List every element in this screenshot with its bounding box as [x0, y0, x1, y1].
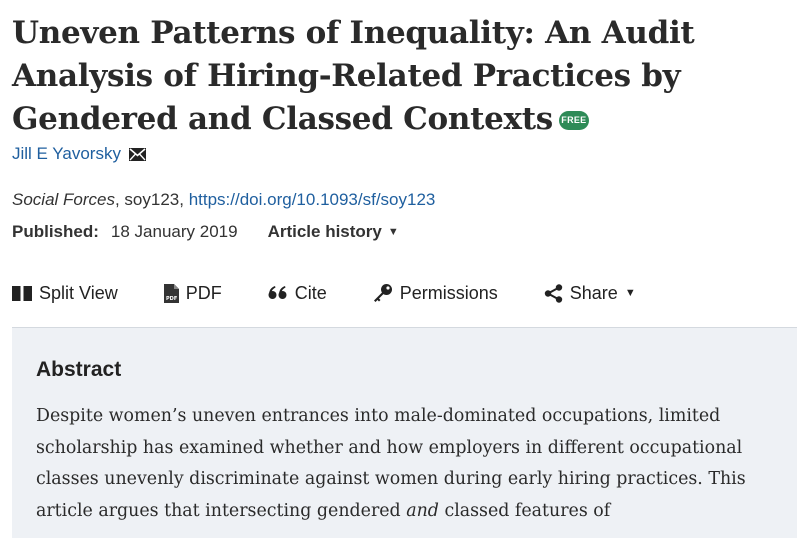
caret-down-icon: ▼: [387, 226, 399, 238]
pdf-button[interactable]: PDF PDF: [163, 282, 222, 304]
mail-icon[interactable]: [128, 147, 146, 161]
author-link[interactable]: Jill E Yavorsky: [12, 144, 121, 163]
article-toolbar: Split View PDF PDF Cite Permissions Shar…: [12, 281, 682, 305]
split-view-icon: [12, 285, 32, 301]
pdf-icon: PDF: [163, 283, 179, 303]
quote-icon: [268, 286, 288, 300]
svg-text:PDF: PDF: [166, 296, 177, 302]
article-id: , soy123,: [114, 190, 189, 209]
article-history-label: Article history: [267, 222, 382, 241]
cite-label: Cite: [294, 282, 327, 303]
abstract-text-part2: classed features of: [438, 500, 611, 521]
journal-name: Social Forces: [12, 190, 115, 209]
key-icon: [373, 283, 393, 303]
published-label: Published:: [12, 222, 99, 241]
split-view-label: Split View: [39, 282, 118, 303]
share-button[interactable]: Share ▼: [544, 283, 636, 304]
published-date: 18 January 2019: [110, 222, 238, 241]
share-icon: [544, 283, 563, 303]
caret-down-icon: ▼: [624, 287, 636, 299]
author-line: Jill E Yavorsky: [12, 144, 146, 164]
article-title: Uneven Patterns of Inequality: An Audit …: [12, 12, 792, 141]
doi-link[interactable]: https://doi.org/10.1093/sf/soy123: [188, 190, 436, 209]
article-history-toggle[interactable]: Article history ▼: [268, 222, 399, 242]
abstract-text: Despite women’s uneven entrances into ma…: [36, 401, 781, 527]
permissions-label: Permissions: [399, 282, 498, 303]
split-view-button[interactable]: Split View: [12, 283, 118, 304]
abstract-heading: Abstract: [36, 358, 122, 381]
permissions-button[interactable]: Permissions: [373, 283, 498, 304]
share-label: Share: [569, 282, 618, 303]
free-access-badge: FREE: [558, 111, 589, 130]
cite-button[interactable]: Cite: [268, 283, 327, 304]
abstract-text-emphasis: and: [406, 500, 439, 521]
citation-line: Social Forces, soy123, https://doi.org/1…: [12, 190, 435, 210]
abstract-section: Abstract Despite women’s uneven entrance…: [12, 327, 797, 538]
pdf-label: PDF: [185, 282, 222, 303]
publication-line: Published: 18 January 2019 Article histo…: [12, 222, 399, 242]
abstract-text-part1: Despite women’s uneven entrances into ma…: [36, 406, 746, 521]
article-title-text: Uneven Patterns of Inequality: An Audit …: [12, 15, 695, 137]
